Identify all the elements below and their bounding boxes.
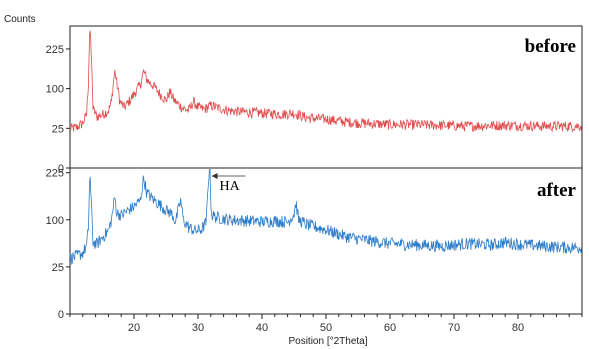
y-tick-label: 100 (46, 84, 64, 96)
x-tick-label: 60 (384, 322, 396, 334)
y-tick-label: 225 (46, 44, 64, 56)
y-tick-label: 100 (46, 215, 64, 227)
series-line-after (69, 169, 582, 265)
y-tick-label: 225 (46, 168, 64, 180)
x-axis-label: Position [°2Theta] (288, 336, 367, 347)
y-tick-label: 25 (52, 123, 64, 135)
panel-before: 0 25 100 225 before (46, 30, 582, 175)
panel-after: 0 25 100 225 after HA (46, 168, 582, 321)
x-tick-label: 50 (320, 322, 332, 334)
x-tick-label: 20 (128, 322, 140, 334)
panel-label-before: before (525, 36, 576, 57)
panel-label-after: after (537, 180, 577, 201)
x-axis: 20 30 40 50 60 70 80 (69, 314, 583, 334)
x-tick-label: 80 (512, 322, 524, 334)
x-tick-label: 40 (256, 322, 268, 334)
series-line-before (69, 30, 582, 133)
plot-frame (69, 25, 583, 315)
annotation-arrow-head (211, 173, 218, 179)
y-axis-label: Counts (4, 14, 36, 25)
x-tick-label: 70 (448, 322, 460, 334)
y-tick-label: 0 (58, 309, 64, 321)
y-tick-label: 0 (58, 163, 64, 175)
x-tick-label: 30 (192, 322, 204, 334)
y-tick-label: 25 (52, 262, 64, 274)
panels: 0 25 100 225 before 0 25 100 225 after HA (46, 30, 582, 321)
annotation-label: HA (220, 179, 241, 194)
